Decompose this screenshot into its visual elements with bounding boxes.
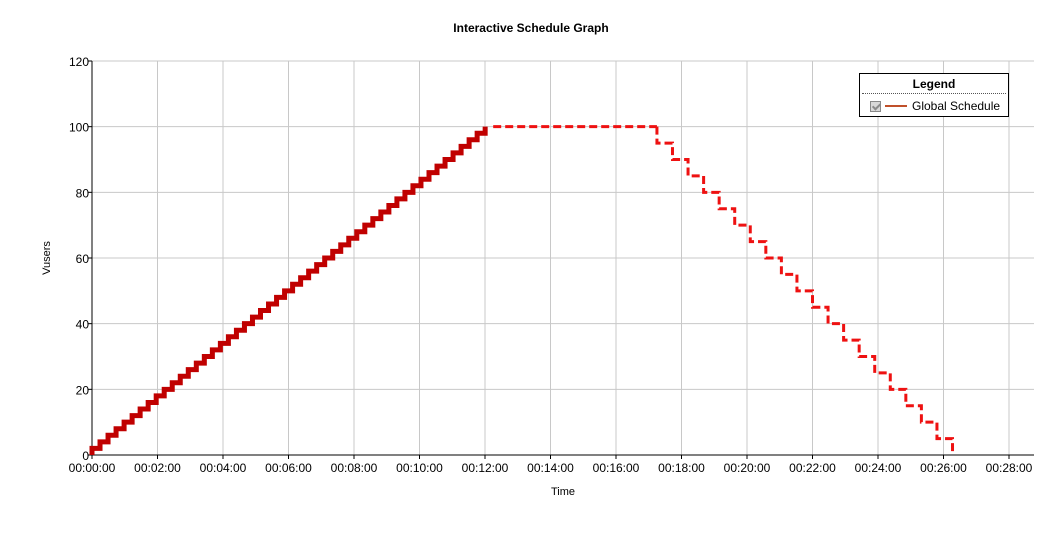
y-tick-label: 0 [82, 449, 89, 463]
legend-entry-global-schedule[interactable]: Global Schedule [870, 98, 1000, 114]
y-axis-ticks: 0 20 40 60 80 100 120 [69, 55, 92, 463]
x-tick-label: 00:10:00 [396, 461, 443, 475]
x-tick-label: 00:04:00 [200, 461, 247, 475]
x-tick-label: 00:12:00 [462, 461, 509, 475]
grid-lines [91, 60, 1034, 456]
x-tick-label: 00:16:00 [593, 461, 640, 475]
y-axis-label: Vusers [41, 241, 53, 275]
x-tick-label: 00:02:00 [134, 461, 181, 475]
x-tick-label: 00:08:00 [331, 461, 378, 475]
legend-label: Global Schedule [912, 99, 1001, 113]
x-axis-ticks: 00:00:00 00:02:00 00:04:00 00:06:00 00:08:00… [69, 455, 1033, 475]
y-tick-label: 80 [76, 186, 90, 200]
chart-title: Interactive Schedule Graph [453, 21, 608, 35]
series-line-ramp-down [655, 126, 955, 455]
x-tick-label: 00:20:00 [724, 461, 771, 475]
series-line-ramp-up [89, 126, 488, 455]
y-tick-label: 60 [76, 252, 90, 266]
legend-divider [862, 93, 1006, 94]
x-tick-label: 00:06:00 [265, 461, 312, 475]
x-tick-label: 00:18:00 [658, 461, 705, 475]
x-axis-label: Time [551, 486, 575, 498]
x-tick-label: 00:00:00 [69, 461, 116, 475]
legend-line-swatch [885, 105, 907, 107]
y-tick-label: 120 [69, 55, 89, 69]
legend: Legend Global Schedule [859, 73, 1009, 117]
legend-title: Legend [912, 77, 956, 91]
x-tick-label: 00:14:00 [527, 461, 574, 475]
y-tick-label: 100 [69, 121, 89, 135]
x-tick-label: 00:28:00 [986, 461, 1033, 475]
x-tick-label: 00:22:00 [789, 461, 836, 475]
x-tick-label: 00:24:00 [855, 461, 902, 475]
y-tick-label: 40 [76, 318, 90, 332]
series-global-schedule [89, 125, 955, 455]
x-tick-label: 00:26:00 [920, 461, 967, 475]
y-tick-label: 20 [76, 383, 90, 397]
legend-checkbox[interactable] [870, 100, 881, 112]
